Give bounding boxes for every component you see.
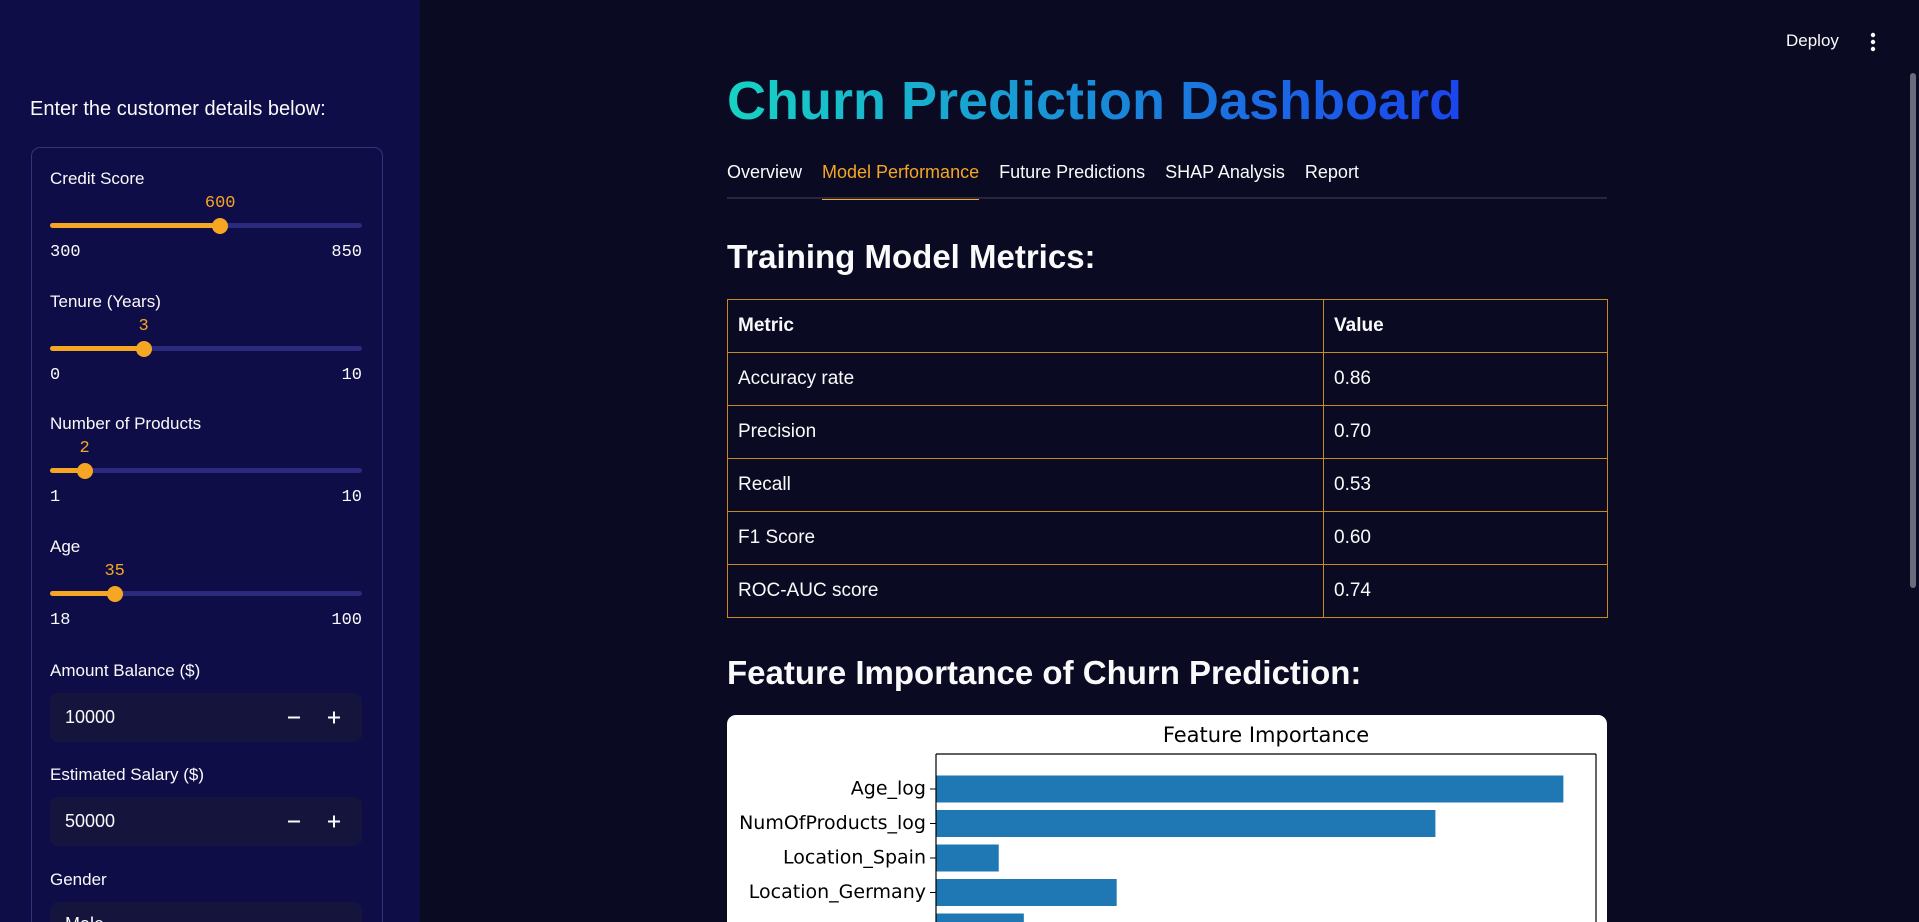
slider-min: 18 bbox=[50, 610, 71, 630]
table-row: Recall 0.53 bbox=[727, 458, 1608, 512]
input-label: Amount Balance ($) bbox=[50, 661, 201, 680]
chart-container: Feature Importance Age_log NumOfProducts_l… bbox=[727, 715, 1607, 922]
slider-handle[interactable] bbox=[106, 585, 123, 602]
chart: Feature Importance Age_log NumOfProducts_l… bbox=[739, 723, 1597, 922]
slider-max: 10 bbox=[341, 365, 362, 385]
chart-title: Feature Importance bbox=[1163, 723, 1369, 747]
bar bbox=[936, 844, 999, 872]
slider-label: Number of Products bbox=[50, 414, 202, 434]
table-cell: Precision bbox=[727, 405, 1324, 459]
slider-max: 850 bbox=[331, 243, 362, 262]
table-cell: F1 Score bbox=[727, 511, 1324, 565]
slider-value: 2 bbox=[79, 439, 90, 459]
bar bbox=[936, 913, 1024, 922]
slider-value: 3 bbox=[138, 316, 149, 336]
y-tick-label: Location_Germany bbox=[749, 881, 926, 903]
slider-fill bbox=[50, 223, 221, 228]
tab[interactable]: Future Predictions bbox=[999, 162, 1146, 182]
slider-min: 300 bbox=[50, 243, 81, 262]
tab[interactable]: SHAP Analysis bbox=[1165, 162, 1285, 182]
tab-rule bbox=[727, 197, 1607, 199]
header-cell: Metric bbox=[727, 299, 1324, 353]
table-cell: 0.74 bbox=[1323, 564, 1608, 618]
input-label: Estimated Salary ($) bbox=[50, 765, 204, 784]
gender-select[interactable]: Male bbox=[50, 902, 362, 922]
input-label: Gender bbox=[50, 870, 107, 889]
y-tick-label: Age_log bbox=[851, 778, 926, 800]
main-area: Deploy Churn Prediction Dashboard Overview… bbox=[420, 0, 1919, 922]
input-value: 50000 bbox=[65, 811, 116, 831]
slider-track bbox=[50, 590, 362, 596]
tab[interactable]: Model Performance bbox=[822, 162, 980, 200]
table-header-row: Metric Value bbox=[727, 299, 1608, 353]
table-row: ROC-AUC score 0.74 bbox=[727, 564, 1608, 618]
slider-track bbox=[50, 345, 362, 351]
slider-label: Age bbox=[50, 536, 81, 556]
table-cell: Recall bbox=[727, 458, 1324, 512]
table-cell: 0.60 bbox=[1323, 511, 1608, 565]
metrics-table: Metric Value Accuracy rate 0.86 Precision 0.7… bbox=[727, 299, 1608, 618]
tab[interactable]: Report bbox=[1304, 162, 1359, 182]
slider-handle[interactable] bbox=[135, 340, 152, 357]
slider-label: Tenure (Years) bbox=[50, 291, 161, 311]
section-heading: Training Model Metrics: bbox=[727, 238, 1096, 275]
y-tick-label: NumOfProducts_log bbox=[739, 812, 926, 834]
sidebar-heading: Enter the customer details below: bbox=[30, 98, 326, 120]
number-input[interactable]: 10000 bbox=[50, 693, 362, 742]
menu-dot bbox=[1870, 46, 1876, 52]
slider-max: 100 bbox=[331, 610, 362, 630]
sidebar: Enter the customer details below: Credit … bbox=[0, 0, 420, 922]
table-cell: Accuracy rate bbox=[727, 352, 1324, 406]
menu-dot bbox=[1870, 39, 1876, 45]
slider-handle[interactable] bbox=[212, 218, 229, 234]
header-cell: Value bbox=[1323, 299, 1608, 353]
bar bbox=[936, 879, 1117, 906]
input-value: 10000 bbox=[65, 707, 116, 727]
stepper-icons bbox=[288, 815, 340, 828]
stepper-icons bbox=[288, 711, 340, 724]
menu-icon[interactable] bbox=[1868, 31, 1878, 53]
table-row: F1 Score 0.60 bbox=[727, 511, 1608, 565]
select-value: Male bbox=[65, 914, 104, 922]
slider-label: Credit Score bbox=[50, 169, 145, 188]
number-input[interactable]: 50000 bbox=[50, 797, 362, 846]
menu-dot bbox=[1870, 32, 1876, 38]
dashboard-title: Churn Prediction Dashboard bbox=[727, 71, 1463, 131]
table-cell: ROC-AUC score bbox=[727, 564, 1324, 618]
bar bbox=[936, 775, 1564, 803]
tab-bar: Overview Model Performance Future Predicti… bbox=[727, 162, 1359, 200]
table-row: Precision 0.70 bbox=[727, 405, 1608, 459]
slider-min: 1 bbox=[50, 488, 61, 508]
slider-value: 35 bbox=[104, 561, 125, 581]
slider-min: 0 bbox=[50, 365, 61, 385]
tab[interactable]: Overview bbox=[727, 162, 803, 182]
table-cell: 0.53 bbox=[1323, 458, 1608, 512]
deploy-button[interactable]: Deploy bbox=[1786, 31, 1839, 50]
slider-fill bbox=[50, 590, 115, 596]
table-cell: 0.70 bbox=[1323, 405, 1608, 459]
slider-value: 600 bbox=[204, 194, 236, 213]
bar bbox=[936, 810, 1436, 837]
slider-fill bbox=[50, 345, 144, 351]
slider-fill bbox=[50, 468, 85, 474]
table-row: Accuracy rate 0.86 bbox=[727, 352, 1608, 406]
input-panel bbox=[31, 147, 383, 922]
slider-max: 10 bbox=[341, 488, 362, 508]
table-cell: 0.86 bbox=[1323, 352, 1608, 406]
scrollbar bbox=[1910, 73, 1916, 588]
slider-handle[interactable] bbox=[76, 463, 93, 480]
section-heading: Feature Importance of Churn Prediction: bbox=[727, 654, 1362, 691]
y-tick-label: Location_Spain bbox=[783, 847, 926, 869]
slider-track bbox=[50, 468, 362, 474]
